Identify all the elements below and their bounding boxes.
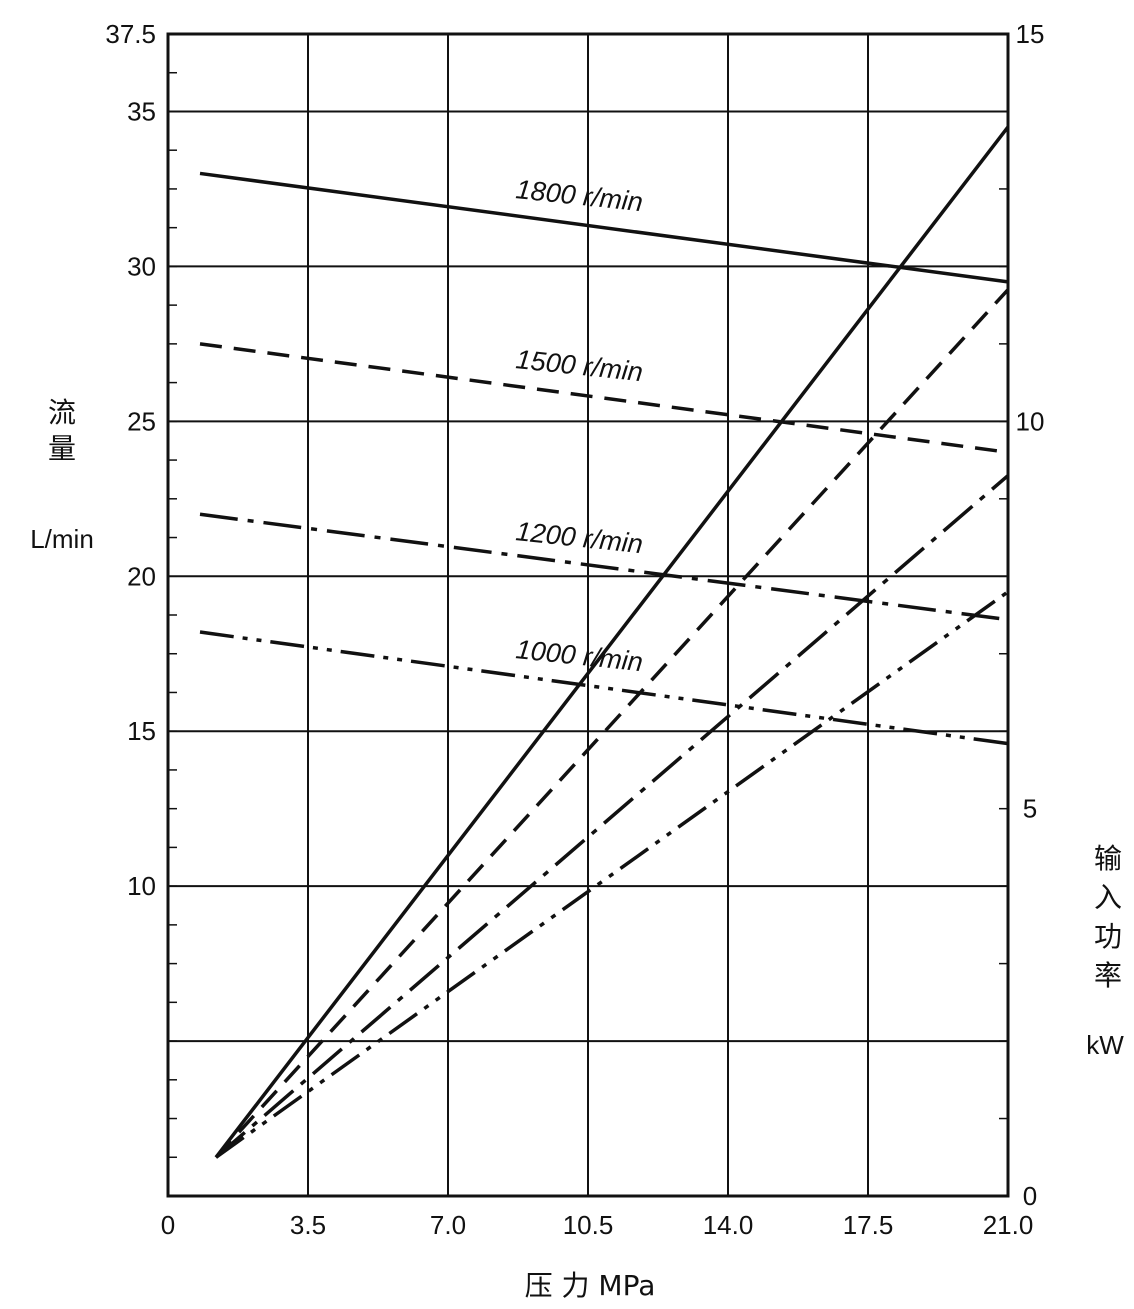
right-axis-title: 输 入 功 率 kW xyxy=(1086,842,1124,1060)
x-tick-label: 3.5 xyxy=(290,1210,326,1240)
right-axis-title-char-1: 输 xyxy=(1094,842,1122,875)
y-left-tick-label: 35 xyxy=(127,96,156,126)
y-left-tick-label: 30 xyxy=(127,251,156,281)
left-axis-title-char-2: 量 xyxy=(48,432,76,465)
y-left-tick-label: 10 xyxy=(127,871,156,901)
y-right-tick-label: 0 xyxy=(1023,1181,1037,1211)
y-right-tick-label: 15 xyxy=(1016,19,1045,49)
y-right-tick-label: 10 xyxy=(1016,406,1045,436)
series-label-1000: 1000 r/min xyxy=(514,634,644,677)
series-label-1800: 1800 r/min xyxy=(514,174,644,217)
x-tick-label: 14.0 xyxy=(703,1210,754,1240)
series-labels: 1800 r/min 1500 r/min 1200 r/min 1000 r/… xyxy=(514,174,644,677)
x-tick-label: 21.0 xyxy=(983,1210,1034,1240)
y-left-tick-label: 15 xyxy=(127,716,156,746)
flow-line-2 xyxy=(199,512,1009,622)
left-axis-title: 流 量 L/min xyxy=(30,396,94,554)
left-axis-unit: L/min xyxy=(30,524,94,554)
x-axis-title: 压 力 MPa xyxy=(525,1269,656,1302)
right-axis-title-char-3: 功 xyxy=(1094,920,1122,953)
series-label-1500: 1500 r/min xyxy=(514,344,644,387)
power-line-1 xyxy=(214,288,1010,1159)
series-label-1200: 1200 r/min xyxy=(514,516,644,559)
right-axis-title-char-4: 率 xyxy=(1094,959,1122,992)
tick-labels: 0 3.5 7.0 10.5 14.0 17.5 21.0 10 15 20 25 30 35 37.5 0… xyxy=(105,19,1044,1240)
power-line-3 xyxy=(214,590,1010,1159)
plot-frame xyxy=(166,32,1010,1198)
x-tick-label: 17.5 xyxy=(843,1210,894,1240)
power-line-2 xyxy=(214,474,1010,1159)
x-tick-label: 0 xyxy=(161,1210,175,1240)
power-line-0 xyxy=(214,125,1010,1159)
right-axis-unit: kW xyxy=(1086,1030,1124,1060)
x-tick-label: 7.0 xyxy=(430,1210,466,1240)
left-axis-title-char-1: 流 xyxy=(48,396,76,429)
y-left-tick-label: 25 xyxy=(127,406,156,436)
x-tick-label: 10.5 xyxy=(563,1210,614,1240)
grid xyxy=(168,34,1008,1196)
y-left-tick-label: 37.5 xyxy=(105,19,156,49)
series-group xyxy=(199,125,1010,1159)
y-left-tick-label: 20 xyxy=(127,561,156,591)
right-axis-title-char-2: 入 xyxy=(1094,881,1122,914)
flow-line-0 xyxy=(199,171,1009,284)
y-right-tick-label: 5 xyxy=(1023,794,1037,824)
